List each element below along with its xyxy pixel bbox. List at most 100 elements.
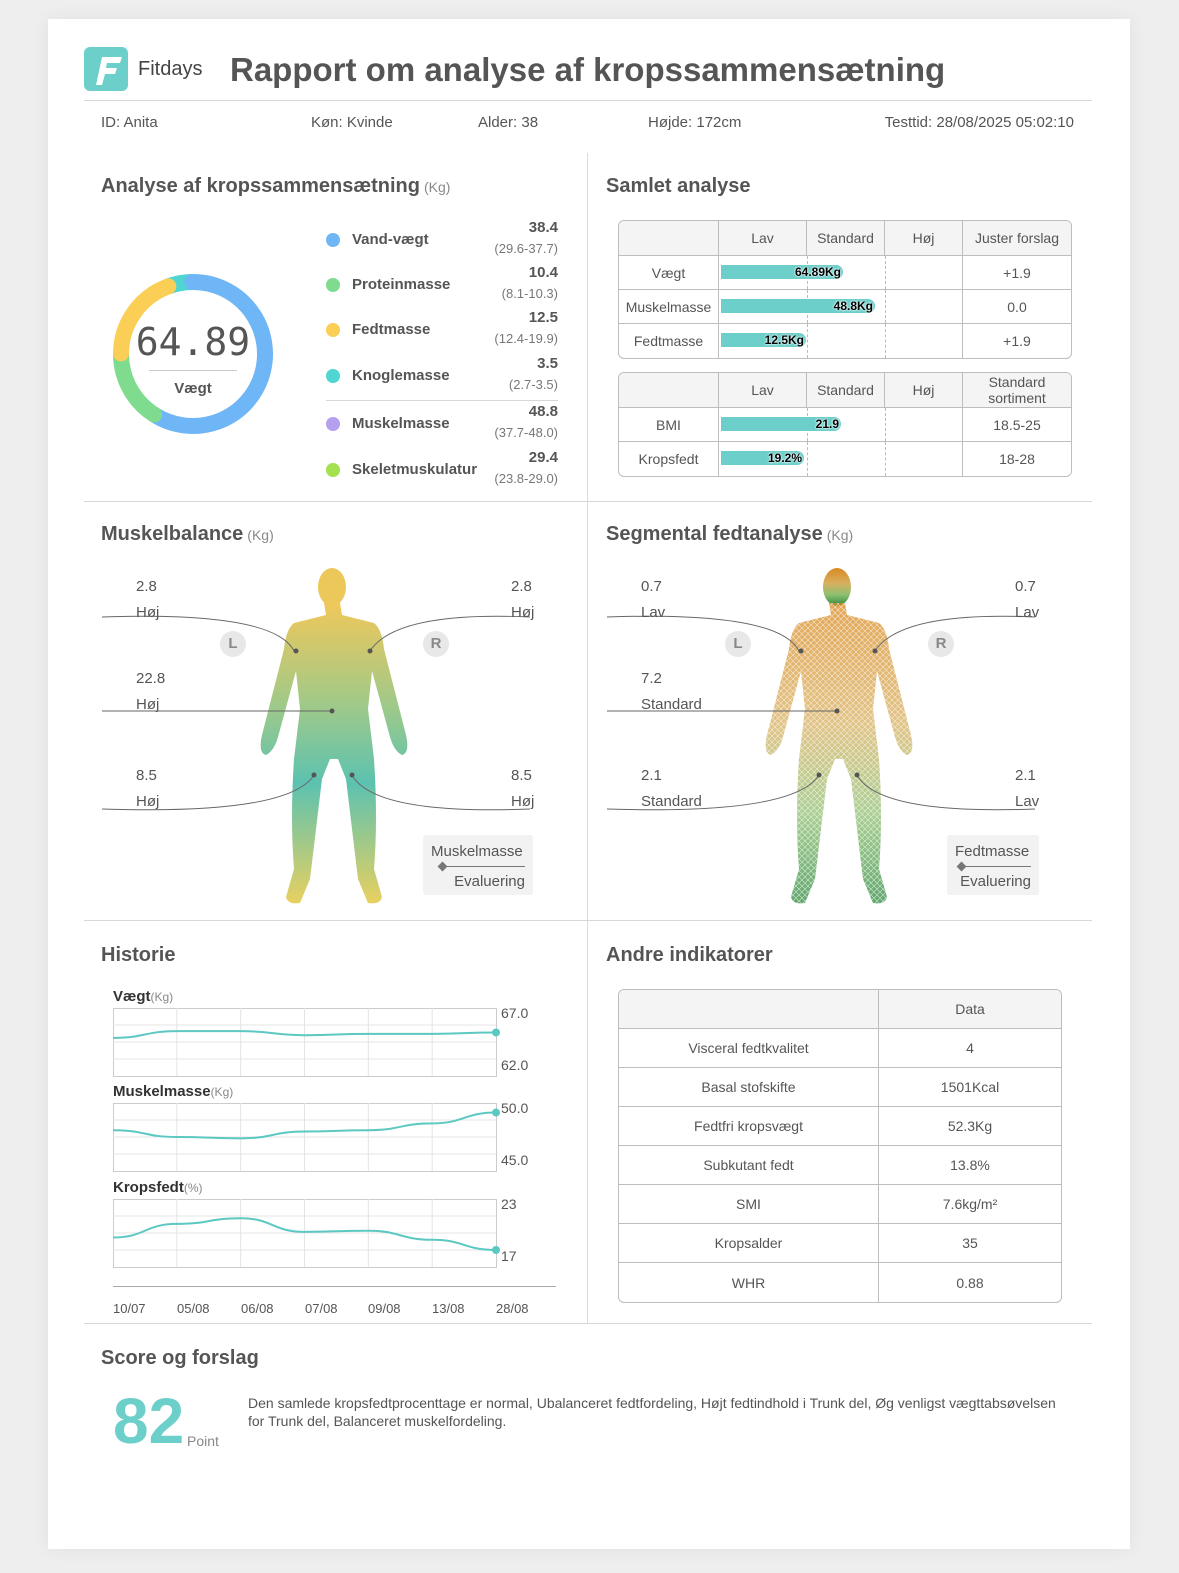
analysis-header-cell: Høj: [885, 221, 963, 256]
fat-legend-top: Fedtmasse: [955, 843, 1030, 860]
table-row: Fedtfri kropsvægt 52.3Kg: [619, 1107, 1061, 1146]
analysis-header-cell: Høj: [885, 373, 963, 408]
indicator-label: Visceral fedtkvalitet: [619, 1029, 879, 1068]
history-date-label: 05/08: [177, 1301, 210, 1316]
legend-label: Skeletmuskulatur: [352, 461, 478, 478]
muscle-left-arm-value: 2.8: [136, 578, 157, 595]
analysis-bar: 21.9: [721, 417, 841, 431]
muscle-left-leg-value: 8.5: [136, 767, 157, 784]
overall-table-index: Lav Standard Høj Standard sortiment BMI 21.9 1…: [618, 372, 1072, 477]
indicator-label: Kropsalder: [619, 1224, 879, 1263]
history-series-line: [113, 1217, 497, 1251]
history-series-line: [113, 1111, 497, 1140]
fat-left-leg-value: 2.1: [641, 767, 662, 784]
legend-range: (37.7-48.0): [494, 425, 558, 440]
history-axis-max: 23: [501, 1196, 517, 1212]
analysis-bar-cell: 64.89Kg: [719, 256, 963, 290]
analysis-header-cell: [619, 373, 719, 408]
analysis-header-cell: Lav: [719, 221, 807, 256]
history-last-point: [492, 1108, 500, 1117]
history-axis-min: 45.0: [501, 1152, 529, 1168]
analysis-bar-text: 48.8Kg: [833, 299, 873, 313]
analysis-row-label: Fedtmasse: [619, 324, 719, 358]
analysis-row-suggest: 0.0: [963, 290, 1071, 324]
history-last-point: [492, 1246, 500, 1254]
table-row: Basal stofskifte 1501Kcal: [619, 1068, 1061, 1107]
history-last-point: [492, 1028, 500, 1037]
legend-value: 12.5: [528, 309, 558, 326]
analysis-row-label: BMI: [619, 408, 719, 442]
fat-title: Segmental fedtanalyse (Kg): [606, 523, 854, 545]
analysis-bar-text: 19.2%: [767, 451, 802, 465]
analysis-header-cell: Standard sortiment: [963, 373, 1071, 408]
user-age: Alder: 38: [478, 114, 539, 131]
analysis-row-suggest: 18.5-25: [963, 408, 1071, 442]
indicator-label: Basal stofskifte: [619, 1068, 879, 1107]
legend-dot: [326, 233, 340, 247]
history-date-label: 07/08: [305, 1301, 338, 1316]
analysis-bar-text: 12.5Kg: [764, 333, 804, 347]
legend-value: 3.5: [537, 355, 558, 372]
donut-weight-label: Vægt: [174, 380, 212, 397]
donut-weight-value: 64.89: [135, 320, 251, 364]
legend-dot: [326, 323, 340, 337]
analysis-bar-cell: 19.2%: [719, 442, 963, 476]
legend-label: Fedtmasse: [352, 321, 431, 338]
fat-right-arm-value: 0.7: [1015, 578, 1036, 595]
legend-item: Proteinmasse 10.4 (8.1-10.3): [326, 264, 558, 304]
composition-donut: 64.89 Vægt: [111, 272, 275, 436]
analysis-bar-text: 64.89Kg: [794, 265, 841, 279]
score-unit: Point: [187, 1433, 219, 1449]
history-chart-label: Muskelmasse(Kg): [113, 1083, 234, 1100]
indicator-label: Fedtfri kropsvægt: [619, 1107, 879, 1146]
history-title: Historie: [101, 944, 176, 966]
legend-dot: [326, 369, 340, 383]
indicator-value: 52.3Kg: [879, 1107, 1061, 1146]
fat-body-figure: [606, 568, 1036, 904]
muscle-legend-box: Muskelmasse Evaluering: [423, 835, 533, 895]
indicator-header-empty: [619, 990, 879, 1029]
analysis-bar: 19.2%: [721, 451, 804, 465]
legend-label: Muskelmasse: [352, 415, 450, 432]
score-value: 82: [113, 1385, 185, 1457]
muscle-title: Muskelbalance (Kg): [101, 523, 274, 545]
analysis-row-label: Muskelmasse: [619, 290, 719, 324]
indicator-value: 0.88: [956, 1274, 984, 1291]
muscle-body-figure: [101, 568, 531, 904]
user-gender: Køn: Kvinde: [311, 114, 393, 131]
indicator-value: 4: [879, 1029, 1061, 1068]
history-line-chart: [113, 1103, 500, 1172]
history-axis-max: 50.0: [501, 1100, 529, 1116]
indicators-title: Andre indikatorer: [606, 944, 773, 966]
history-chart-label: Vægt(Kg): [113, 988, 174, 1005]
indicator-value: 35: [879, 1224, 1061, 1263]
fat-left-badge: L: [725, 631, 751, 657]
muscle-legend-top: Muskelmasse: [431, 843, 523, 860]
table-row: Subkutant fedt 13.8%: [619, 1146, 1061, 1185]
analysis-row-label: Vægt: [619, 256, 719, 290]
score-advice: Den samlede kropsfedtprocenttage er norm…: [248, 1395, 1056, 1429]
legend-value: 10.4: [528, 264, 558, 281]
analysis-bar-cell: 12.5Kg: [719, 324, 963, 358]
muscle-right-badge: R: [423, 631, 449, 657]
legend-dot: [326, 278, 340, 292]
history-series-line: [113, 1030, 497, 1039]
history-date-label: 06/08: [241, 1301, 274, 1316]
score-title: Score og forslag: [101, 1347, 259, 1369]
fat-left-arm-value: 0.7: [641, 578, 662, 595]
table-row: Kropsalder 35: [619, 1224, 1061, 1263]
report-page: Fitdays Rapport om analyse af kropssamme…: [48, 19, 1130, 1549]
legend-item: Skeletmuskulatur 29.4 (23.8-29.0): [326, 449, 558, 489]
analysis-bar-cell: 48.8Kg: [719, 290, 963, 324]
history-line-chart: [113, 1008, 500, 1077]
muscle-right-arm-value: 2.8: [511, 578, 532, 595]
analysis-bar: 12.5Kg: [721, 333, 806, 347]
muscle-legend-bottom: Evaluering: [454, 873, 525, 890]
analysis-bar-cell: 21.9: [719, 408, 963, 442]
history-date-label: 10/07: [113, 1301, 146, 1316]
fat-right-leg-eval: Lav: [1015, 793, 1040, 810]
fat-right-leg-value: 2.1: [1015, 767, 1036, 784]
history-date-label: 13/08: [432, 1301, 465, 1316]
overall-table-mass: Lav Standard Høj Juster forslag Vægt 64.89Kg +…: [618, 220, 1072, 359]
analysis-header-cell: Standard: [807, 373, 885, 408]
